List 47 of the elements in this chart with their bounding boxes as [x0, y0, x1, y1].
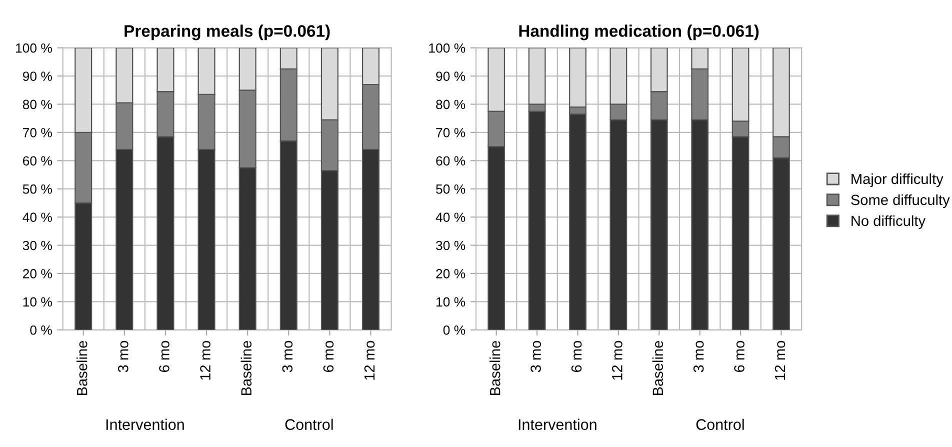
x-tick-label: 3 mo: [118, 340, 128, 372]
y-tick-label: 10 %: [23, 297, 52, 307]
chart-title: Handling medication (p=0.061): [519, 24, 759, 40]
y-tick-label: 90 %: [22, 72, 52, 81]
y-tick-label: 60 %: [23, 156, 52, 166]
y-tick-label: 80 %: [22, 100, 52, 110]
y-tick-label: 100 %: [16, 43, 52, 53]
y-tick-label: 30 %: [436, 240, 466, 250]
y-tick-label: 40 %: [436, 212, 466, 222]
x-tick-label: 3 mo: [530, 340, 541, 372]
x-tick-label: 12 mo: [364, 340, 375, 380]
legend-label: Some diffuculty: [851, 194, 950, 208]
y-tick-label: 30 %: [22, 240, 52, 250]
y-tick-label: 90 %: [436, 72, 466, 81]
x-tick-label: Baseline: [240, 340, 252, 396]
x-tick-label: 6 mo: [571, 340, 582, 372]
text: Intervention: [106, 418, 184, 430]
x-tick-label: 3 mo: [693, 340, 704, 372]
y-tick-label: 10 %: [436, 297, 466, 307]
text: Control: [696, 418, 744, 430]
x-tick-label: 12 mo: [612, 340, 622, 380]
y-tick-label: 40 %: [22, 212, 52, 222]
y-tick-label: 50 %: [436, 184, 466, 194]
legend-label: No difficulty: [852, 215, 926, 229]
x-tick-label: 12 mo: [774, 340, 786, 380]
y-tick-label: 0 %: [30, 325, 52, 335]
x-tick-label: 12 mo: [200, 340, 210, 380]
y-tick-label: 100 %: [429, 43, 466, 53]
x-tick-label: 6 mo: [323, 340, 334, 372]
y-tick-label: 80 %: [436, 100, 466, 110]
y-tick-label: 0 %: [443, 325, 466, 335]
y-tick-label: 70 %: [436, 128, 466, 138]
x-tick-label: 3 mo: [282, 340, 293, 372]
y-tick-label: 70 %: [23, 128, 52, 138]
x-tick-label: 6 mo: [159, 340, 170, 372]
y-tick-label: 20 %: [436, 269, 466, 278]
text: Control: [285, 418, 333, 430]
x-tick-label: Baseline: [652, 340, 664, 396]
x-tick-label: 6 mo: [734, 340, 744, 372]
chart-title: Preparing meals (p=0.061): [124, 24, 330, 40]
y-tick-label: 20 %: [23, 269, 52, 278]
y-tick-label: 60 %: [436, 156, 466, 166]
x-tick-label: Baseline: [490, 340, 500, 396]
y-tick-label: 50 %: [22, 184, 52, 194]
legend-label: Major difficulty: [852, 173, 944, 188]
x-tick-label: Baseline: [76, 340, 88, 396]
text: Intervention: [518, 418, 596, 430]
